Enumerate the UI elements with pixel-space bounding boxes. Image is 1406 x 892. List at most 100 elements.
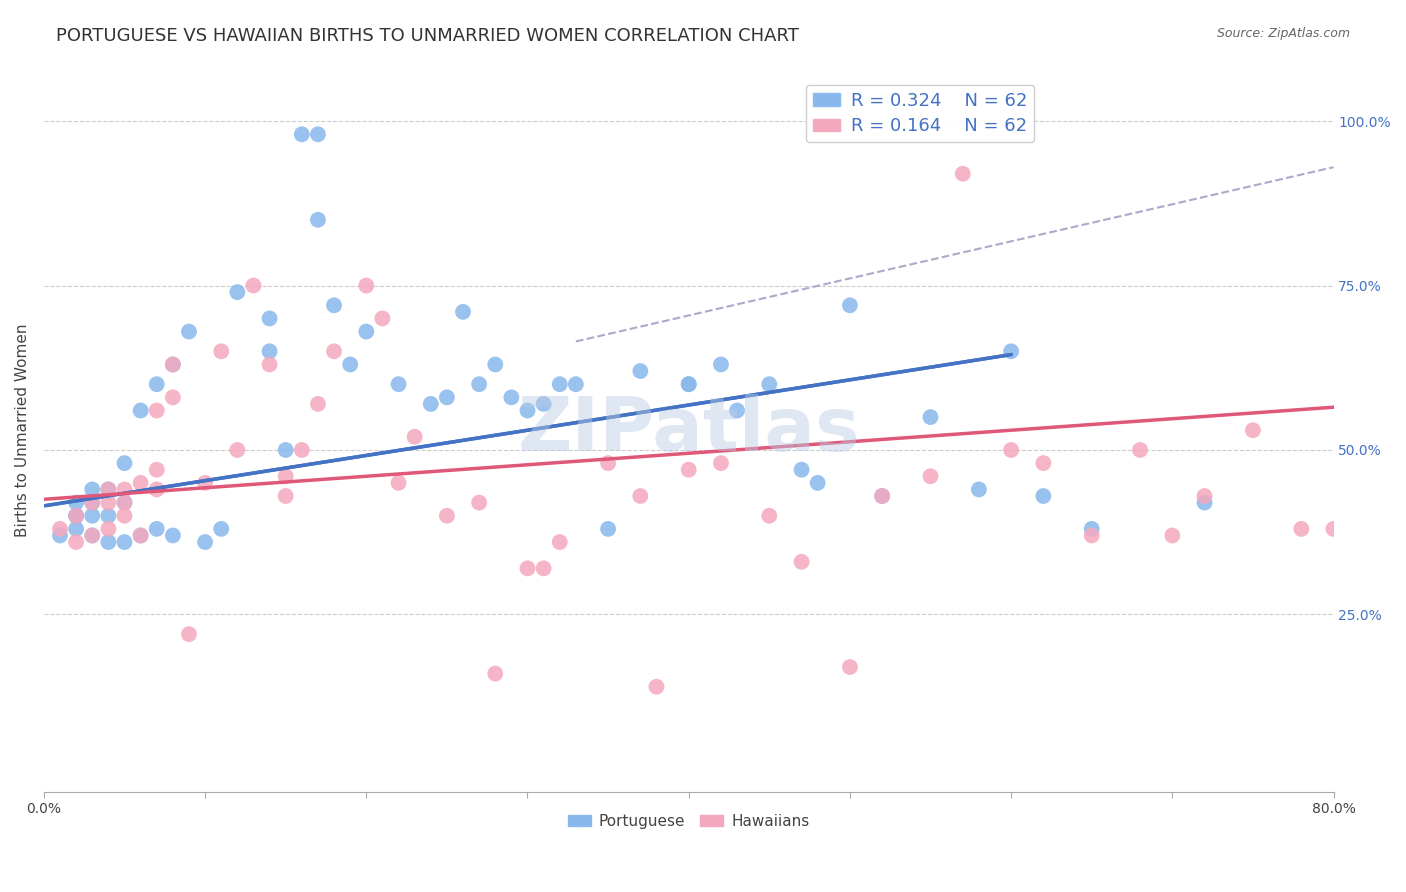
Point (114, 495, 136, 509)
Point (82, 483, 104, 497)
Point (259, 311, 281, 326)
Point (967, 483, 990, 497)
Point (758, 377, 780, 392)
Point (82, 495, 104, 509)
Point (598, 522, 620, 536)
Point (162, 358, 184, 372)
Point (259, 344, 281, 359)
Point (436, 390, 458, 404)
Point (1000, 442, 1022, 457)
Point (307, 212, 329, 227)
Point (49, 528, 72, 542)
Point (548, 377, 571, 392)
Point (1161, 528, 1184, 542)
Point (114, 508, 136, 523)
Point (516, 561, 538, 575)
Point (129, 403, 152, 417)
Point (274, 489, 297, 503)
Point (790, 463, 813, 477)
Point (82, 508, 104, 523)
Point (1386, 423, 1406, 437)
Point (82, 528, 104, 542)
Point (468, 377, 491, 392)
Point (145, 377, 167, 392)
Point (65, 508, 87, 523)
Point (194, 475, 217, 490)
Point (1032, 456, 1054, 470)
Point (1241, 423, 1264, 437)
Point (291, 128, 314, 142)
Point (1291, 522, 1313, 536)
Point (1080, 528, 1102, 542)
Point (97, 508, 120, 523)
Point (678, 377, 700, 392)
Point (114, 495, 136, 509)
Point (1194, 495, 1216, 509)
Point (339, 358, 361, 372)
Point (838, 660, 860, 674)
Point (1080, 522, 1102, 536)
Point (162, 390, 184, 404)
Point (501, 390, 523, 404)
Point (1032, 489, 1054, 503)
Point (678, 463, 700, 477)
Point (710, 456, 733, 470)
Point (323, 344, 346, 359)
Point (97, 483, 120, 497)
Point (710, 358, 733, 372)
Point (114, 483, 136, 497)
Point (323, 298, 346, 312)
Point (758, 508, 780, 523)
Point (1322, 522, 1344, 536)
Point (97, 535, 120, 549)
Point (516, 403, 538, 417)
Point (628, 364, 651, 378)
Point (291, 442, 314, 457)
Point (419, 397, 441, 411)
Point (598, 456, 620, 470)
Point (725, 403, 748, 417)
Point (145, 522, 167, 536)
Point (177, 627, 200, 641)
Point (65, 522, 87, 536)
Point (82, 495, 104, 509)
Text: Source: ZipAtlas.com: Source: ZipAtlas.com (1216, 27, 1350, 40)
Point (451, 305, 474, 319)
Point (162, 528, 184, 542)
Point (129, 528, 152, 542)
Point (436, 508, 458, 523)
Point (838, 298, 860, 312)
Point (194, 535, 217, 549)
Text: PORTUGUESE VS HAWAIIAN BIRTHS TO UNMARRIED WOMEN CORRELATION CHART: PORTUGUESE VS HAWAIIAN BIRTHS TO UNMARRI… (56, 27, 799, 45)
Point (177, 325, 200, 339)
Point (371, 311, 394, 326)
Point (226, 442, 249, 457)
Point (242, 278, 264, 293)
Point (870, 489, 893, 503)
Point (645, 680, 668, 694)
Legend: Portuguese, Hawaiians: Portuguese, Hawaiians (562, 808, 815, 835)
Point (65, 535, 87, 549)
Point (533, 561, 555, 575)
Point (114, 456, 136, 470)
Point (145, 403, 167, 417)
Point (1194, 489, 1216, 503)
Point (209, 344, 232, 359)
Text: ZIPatlas: ZIPatlas (517, 393, 860, 467)
Point (274, 442, 297, 457)
Point (404, 430, 426, 444)
Point (468, 495, 491, 509)
Y-axis label: Births to Unmarried Women: Births to Unmarried Women (15, 324, 30, 537)
Point (129, 528, 152, 542)
Point (790, 555, 813, 569)
Point (145, 463, 167, 477)
Point (356, 325, 378, 339)
Point (565, 377, 588, 392)
Point (65, 508, 87, 523)
Point (65, 508, 87, 523)
Point (920, 410, 942, 425)
Point (678, 377, 700, 392)
Point (1354, 528, 1376, 542)
Point (65, 495, 87, 509)
Point (97, 522, 120, 536)
